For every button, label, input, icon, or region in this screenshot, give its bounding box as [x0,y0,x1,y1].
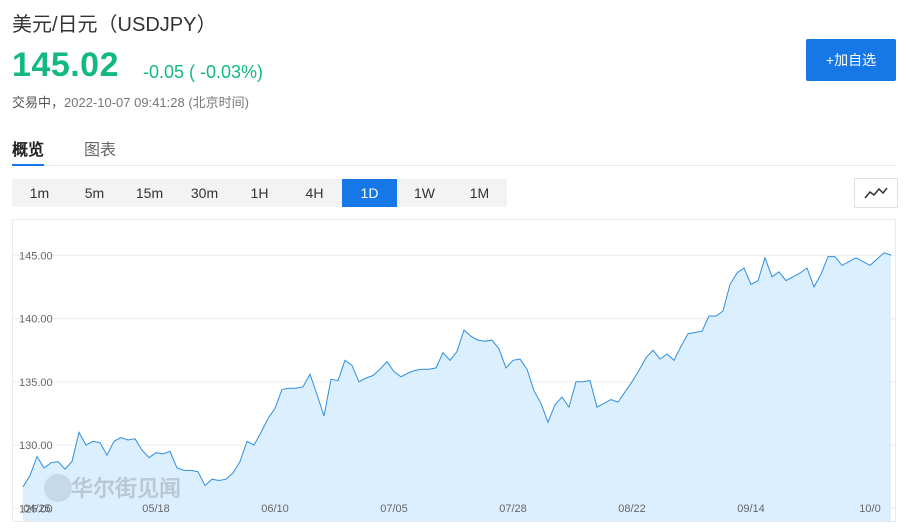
period-selector: 1m 5m 15m 30m 1H 4H 1D 1W 1M [12,179,507,207]
x-tick-label: 05/18 [142,503,170,515]
tab-overview[interactable]: 概览 [12,136,45,166]
period-1mo[interactable]: 1M [469,185,490,201]
period-5m[interactable]: 5m [84,185,105,201]
period-15m[interactable]: 15m [135,185,164,201]
y-tick-label: 125.00 [19,503,53,515]
y-tick-label: 140.00 [19,314,53,326]
x-tick-label: 09/14 [737,503,765,515]
price-change: -0.05 ( -0.03%) [143,62,264,82]
x-tick-label: 07/28 [499,503,527,515]
current-price: 145.02 [12,46,119,84]
x-tick-label: 08/22 [618,503,646,515]
price-area [23,252,891,522]
page-title: 美元/日元（USDJPY） [12,14,217,36]
tab-bar: 概览 图表 [12,128,896,166]
y-tick-label: 130.00 [19,440,53,452]
period-30m[interactable]: 30m [190,185,219,201]
period-4h[interactable]: 4H [305,185,324,201]
x-tick-label: 07/05 [380,503,408,515]
timestamp: 2022-10-07 09:41:28 (北京时间) [64,95,249,110]
period-1m[interactable]: 1m [29,185,50,201]
x-tick-label: 04/25 [23,503,51,515]
period-1h[interactable]: 1H [250,185,269,201]
tab-chart[interactable]: 图表 [84,142,117,159]
price-chart-svg: 华尔街见闻 125.00 130.00 135.00 140.00 145.00 04/25… [13,250,895,522]
chart-type-button[interactable] [854,178,898,208]
x-tick-label: 10/0 [859,503,880,515]
x-tick-label: 06/10 [261,503,289,515]
status-label: 交易中， [12,95,65,110]
period-1w[interactable]: 1W [414,185,435,201]
y-tick-label: 135.00 [19,377,53,389]
price-line [22,252,892,488]
watermark-logo [44,474,72,502]
trading-status: 交易中，2022-10-07 09:41:28 (北京时间) [12,92,249,111]
y-tick-label: 145.00 [19,250,53,262]
watermark: 华尔街见闻 [44,474,181,502]
period-1d[interactable]: 1D [342,179,397,207]
watermark-text: 华尔街见闻 [71,476,181,501]
line-chart-icon [864,187,888,199]
add-to-watchlist-button[interactable]: +加自选 [806,39,896,81]
price-chart[interactable]: 华尔街见闻 125.00 130.00 135.00 140.00 145.00 04/25… [12,219,896,522]
